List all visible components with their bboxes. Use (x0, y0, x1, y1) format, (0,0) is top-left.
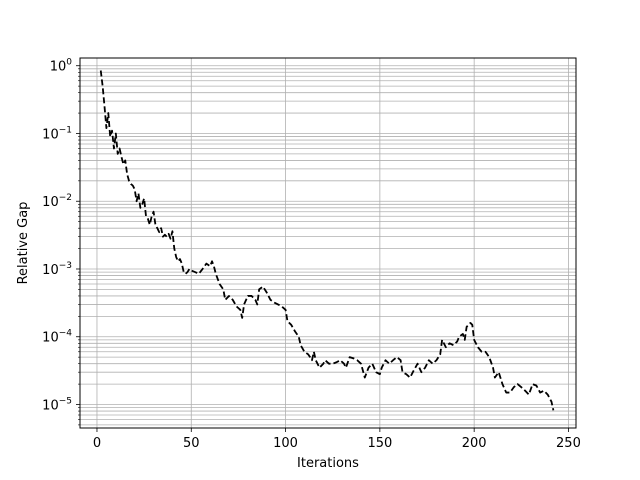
x-tick-label: 250 (556, 436, 581, 451)
y-tick-label: 10−3 (42, 261, 72, 278)
major-grid (80, 58, 576, 428)
series-layer (99, 70, 555, 411)
minor-grid (80, 68, 576, 426)
x-tick-label: 200 (462, 436, 487, 451)
series-line-0 (99, 70, 555, 411)
x-tick-label: 150 (367, 436, 392, 451)
x-tick-label: 0 (93, 436, 101, 451)
y-axis-ticks: 10−5 10−4 10−3 10−2 10−1 100 (42, 58, 80, 426)
y-tick-label: 10−1 (42, 125, 72, 142)
x-tick-label: 50 (183, 436, 200, 451)
axes-background (80, 58, 576, 428)
y-tick-label: 10−4 (42, 329, 72, 346)
y-axis-label: Relative Gap (16, 202, 31, 285)
y-tick-label: 10−5 (42, 397, 72, 414)
y-tick-label: 10−2 (42, 193, 72, 210)
x-tick-label: 100 (273, 436, 298, 451)
axes-frame (79, 57, 577, 429)
x-axis-ticks: 0 50 100 150 200 250 (93, 428, 581, 451)
x-axis-label: Iterations (297, 456, 359, 471)
y-tick-label: 100 (50, 58, 73, 75)
plot-area: 0 50 100 150 200 250 10−5 10−4 10−3 10−2 10−1 100 (42, 57, 581, 451)
